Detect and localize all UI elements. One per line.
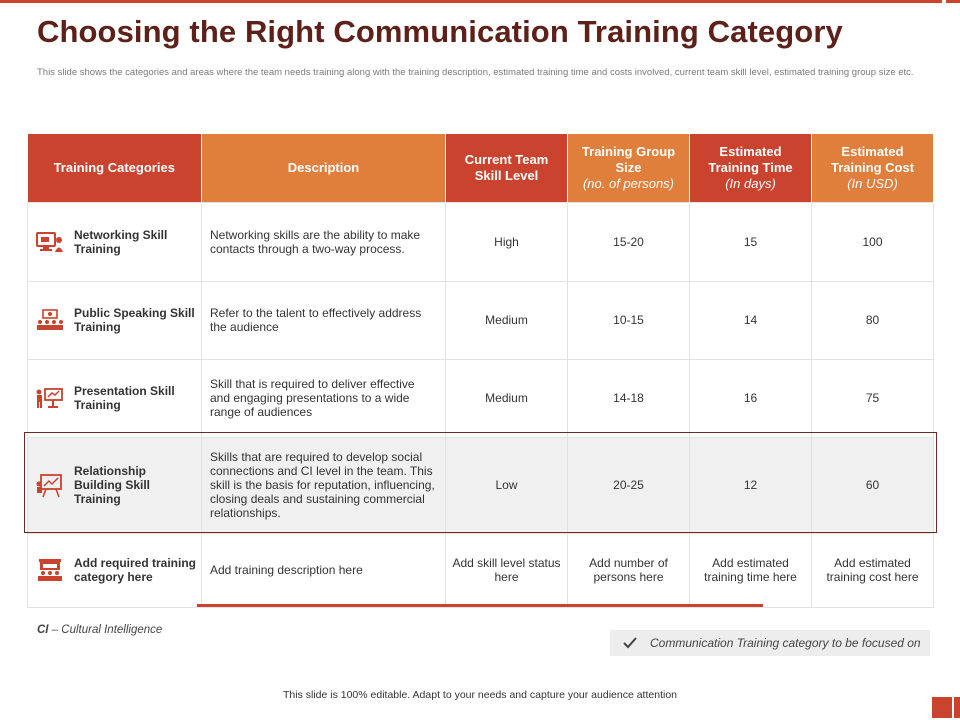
page-title: Choosing the Right Communication Trainin… [37, 14, 843, 49]
corner-accent-strip [954, 697, 960, 718]
skill-level-cell: Medium [445, 280, 568, 360]
group-size-cell: 14-18 [567, 358, 690, 438]
training-cost-cell: 60 [811, 436, 934, 534]
table-header-row: Training Categories Description Current … [27, 134, 934, 202]
header-description: Description [201, 134, 446, 202]
skill-level-cell: High [445, 201, 568, 282]
computer-person-icon [32, 227, 68, 257]
header-training-cost: Estimated Training Cost (In USD) [811, 134, 934, 202]
presenter-board-icon [32, 383, 68, 413]
classroom-icon [32, 555, 68, 585]
category-cell: Add required training category here [27, 532, 202, 608]
group-size-cell: 10-15 [567, 280, 690, 360]
training-cost-cell: 80 [811, 280, 934, 360]
page-subtitle: This slide shows the categories and area… [37, 67, 914, 78]
category-name: Presentation Skill Training [74, 384, 175, 412]
top-corner-accent [946, 0, 960, 3]
training-time-cell: 16 [689, 358, 812, 438]
header-training-time: Estimated Training Time (In days) [689, 134, 812, 202]
skill-level-cell: Add skill level status here [445, 532, 568, 608]
description-cell: Add training description here [201, 532, 446, 608]
category-cell: Presentation Skill Training [27, 358, 202, 438]
category-cell: Relationship Building Skill Training [27, 436, 202, 534]
ci-definition: – Cultural Intelligence [48, 624, 163, 636]
description-cell: Refer to the talent to effectively addre… [201, 280, 446, 360]
skill-level-cell: Medium [445, 358, 568, 438]
training-cost-cell: Add estimated training cost here [811, 532, 934, 608]
top-accent-line [0, 0, 942, 3]
presentation-easel-icon [32, 470, 68, 500]
category-name: Networking Skill Training [74, 227, 168, 256]
corner-accent-box [932, 697, 952, 718]
legend-text: Communication Training category to be fo… [650, 636, 921, 650]
training-cost-cell: 75 [811, 358, 934, 438]
description-cell: Skills that are required to develop soci… [201, 436, 446, 534]
group-size-cell: Add number of persons here [567, 532, 690, 608]
footer-note: This slide is 100% editable. Adapt to yo… [282, 689, 677, 701]
category-name: Relationship Building Skill Training [74, 464, 151, 506]
table-bottom-accent [197, 604, 763, 607]
training-cost-cell: 100 [811, 201, 934, 282]
table-row: Relationship Building Skill Training Ski… [27, 436, 934, 534]
category-cell: Networking Skill Training [27, 201, 202, 282]
ci-footnote: CI – Cultural Intelligence [37, 624, 162, 636]
training-table: Training Categories Description Current … [27, 134, 934, 608]
header-skill-level: Current Team Skill Level [445, 134, 568, 202]
header-training-categories: Training Categories [27, 134, 202, 202]
table-row: Add required training category here Add … [27, 532, 934, 608]
category-name: Add required training category here [74, 556, 197, 584]
legend-box: Communication Training category to be fo… [610, 630, 930, 656]
training-time-cell: Add estimated training time here [689, 532, 812, 608]
category-cell: Public Speaking Skill Training [27, 280, 202, 360]
header-group-size: Training Group Size (no. of persons) [567, 134, 690, 202]
table-row: Networking Skill Training Networking ski… [27, 201, 934, 282]
group-size-cell: 15-20 [567, 201, 690, 282]
description-cell: Skill that is required to deliver effect… [201, 358, 446, 438]
speaker-audience-icon [32, 305, 68, 335]
training-time-cell: 15 [689, 201, 812, 282]
training-time-cell: 12 [689, 436, 812, 534]
category-name: Public Speaking Skill Training [74, 306, 195, 334]
table-row: Presentation Skill Training Skill that i… [27, 358, 934, 438]
skill-level-cell: Low [445, 436, 568, 534]
check-icon [610, 637, 650, 649]
description-cell: Networking skills are the ability to mak… [201, 201, 446, 282]
ci-abbreviation: CI [37, 624, 49, 636]
table-row: Public Speaking Skill Training Refer to … [27, 280, 934, 360]
group-size-cell: 20-25 [567, 436, 690, 534]
training-time-cell: 14 [689, 280, 812, 360]
